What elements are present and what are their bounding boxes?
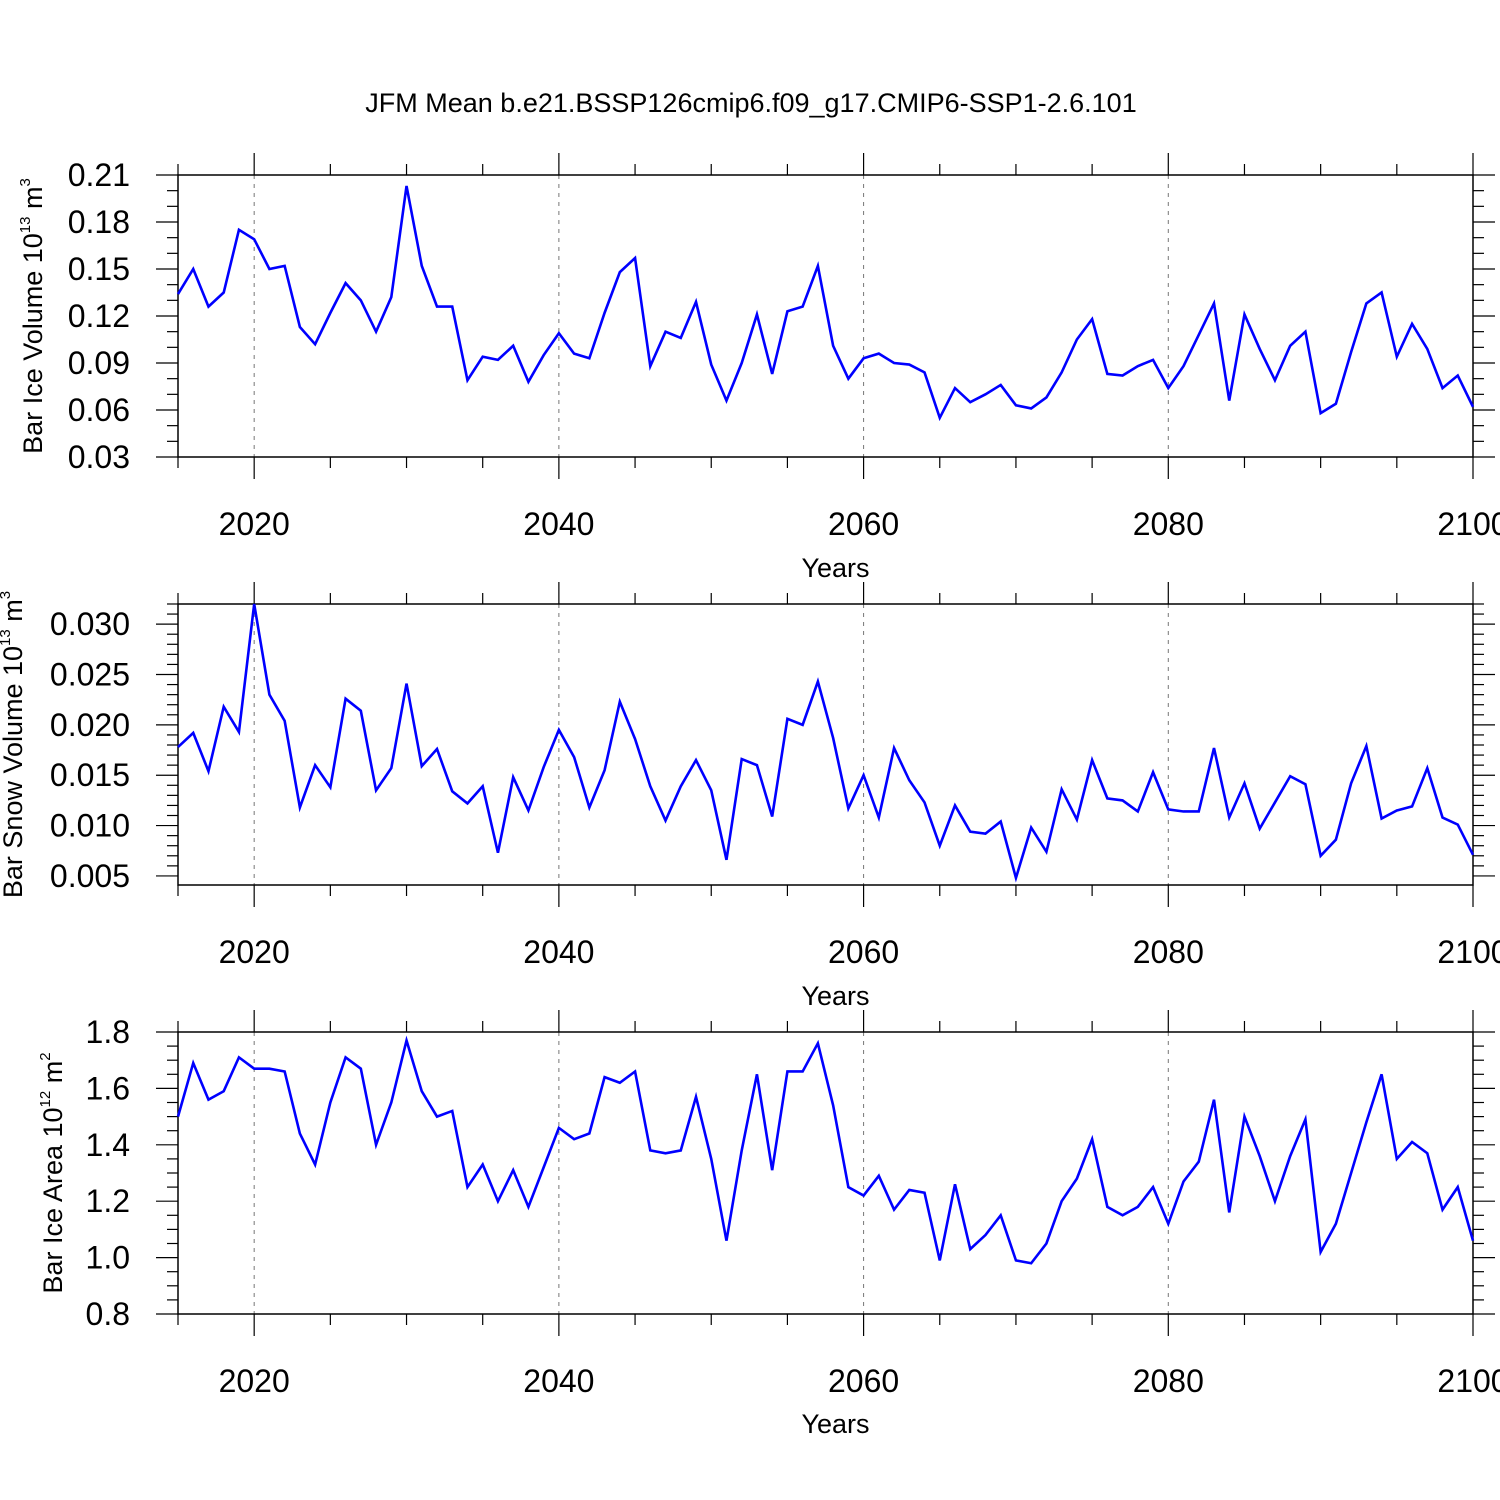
y-axis-label: Bar Ice Volume 1013 m3 [17,178,48,454]
x-axis-label: Years [801,981,869,1011]
y-tick-label: 0.09 [68,345,130,381]
series-line-ice-volume [176,185,1475,422]
y-tick-label: 0.03 [68,439,130,475]
y-tick-label: 1.2 [86,1183,130,1219]
y-tick-label: 0.8 [86,1296,130,1332]
y-axis-label: Bar Snow Volume 1013 m3 [0,591,28,898]
x-tick-label: 2100 [1437,934,1500,970]
y-tick-label: 0.12 [68,298,130,334]
x-tick-label: 2060 [828,1363,899,1399]
series-line-snow-volume [177,603,1475,883]
panel-ice-area: 0.8 1.0 1.2 1.4 1.6 1.8 2020 2040 2060 2080 2100 Ye… [37,1010,1500,1439]
y-tick-label: 0.18 [68,204,130,240]
y-tick-label: 0.030 [50,606,130,642]
y-tick-label: 0.21 [68,157,130,193]
x-tick-label: 2040 [523,506,594,542]
x-axis-label: Years [801,1409,869,1439]
x-tick-label: 2080 [1133,506,1204,542]
x-tick-label: 2060 [828,506,899,542]
x-axis-label: Years [801,553,869,583]
chart-title: JFM Mean b.e21.BSSP126cmip6.f09_g17.CMIP… [365,88,1136,118]
panels: 0.03 0.06 0.09 0.12 0.15 0.18 0.21 2020 2040 2060… [0,153,1500,1439]
series-line-ice-area [176,1035,1475,1265]
panel-ice-volume: 0.03 0.06 0.09 0.12 0.15 0.18 0.21 2020 2040 2060… [17,153,1500,583]
y-tick-label: 0.15 [68,251,130,287]
plot-frame [177,174,1474,458]
x-tick-label: 2100 [1437,506,1500,542]
y-tick-label: 0.015 [50,757,130,793]
x-tick-label: 2020 [219,506,290,542]
y-tick-label: 1.6 [86,1070,130,1106]
x-tick-label: 2080 [1133,1363,1204,1399]
x-tick-label: 2060 [828,934,899,970]
y-tick-label: 0.020 [50,707,130,743]
y-tick-label: 1.8 [86,1014,130,1050]
y-axis-label: Bar Ice Area 1012 m2 [37,1052,68,1293]
x-tick-label: 2040 [523,1363,594,1399]
x-tick-label: 2040 [523,934,594,970]
x-tick-label: 2080 [1133,934,1204,970]
y-tick-label: 1.0 [86,1240,130,1276]
y-tick-label: 0.010 [50,808,130,844]
y-tick-label: 0.005 [50,858,130,894]
x-tick-label: 2020 [219,934,290,970]
y-tick-label: 0.025 [50,657,130,693]
y-tick-label: 1.4 [86,1127,130,1163]
panel-snow-volume: 0.005 0.010 0.015 0.020 0.025 0.030 2020 2040 20… [0,582,1500,1011]
x-tick-label: 2100 [1437,1363,1500,1399]
x-tick-label: 2020 [219,1363,290,1399]
y-tick-label: 0.06 [68,392,130,428]
plot-frame [177,603,1474,886]
